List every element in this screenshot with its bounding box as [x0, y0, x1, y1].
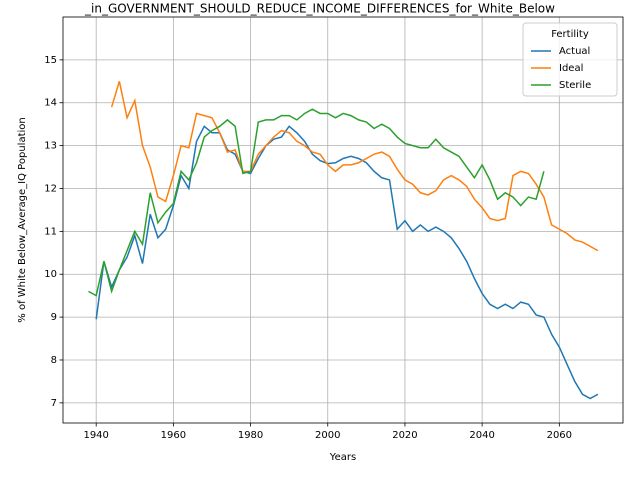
legend-label: Actual	[559, 46, 590, 57]
series-line	[95, 125, 599, 400]
plot-frame	[62, 16, 624, 424]
series-line	[88, 108, 545, 297]
x-tick-label: 2000	[315, 430, 340, 441]
legend: Fertility Actual Ideal Sterile	[522, 22, 618, 97]
x-tick-label: 2020	[392, 430, 417, 441]
y-tick-label: 9	[51, 312, 57, 323]
x-tick-label: 2040	[469, 430, 494, 441]
y-axis-label: % of White Below_Average_IQ Population	[17, 117, 28, 322]
legend-label: Ideal	[559, 63, 583, 74]
chart-title: _in_GOVERNMENT_SHOULD_REDUCE_INCOME_DIFF…	[84, 2, 555, 16]
legend-label: Sterile	[559, 80, 591, 91]
y-tick-label: 12	[44, 183, 57, 194]
x-tick-label: 1960	[161, 430, 186, 441]
y-tick-label: 7	[51, 398, 57, 409]
y-tick-label: 14	[44, 98, 57, 109]
x-tick-label: 2060	[547, 430, 572, 441]
y-tick-label: 15	[44, 55, 57, 66]
y-tick-label: 11	[44, 226, 57, 237]
y-tick-label: 10	[44, 269, 57, 280]
series-line	[110, 81, 599, 252]
legend-box	[522, 22, 618, 97]
x-axis-label: Years	[329, 452, 356, 463]
legend-title: Fertility	[551, 29, 589, 40]
x-tick-label: 1980	[238, 430, 263, 441]
x-tick-label: 1940	[83, 430, 108, 441]
y-tick-label: 8	[51, 355, 57, 366]
y-tick-label: 13	[44, 141, 57, 152]
